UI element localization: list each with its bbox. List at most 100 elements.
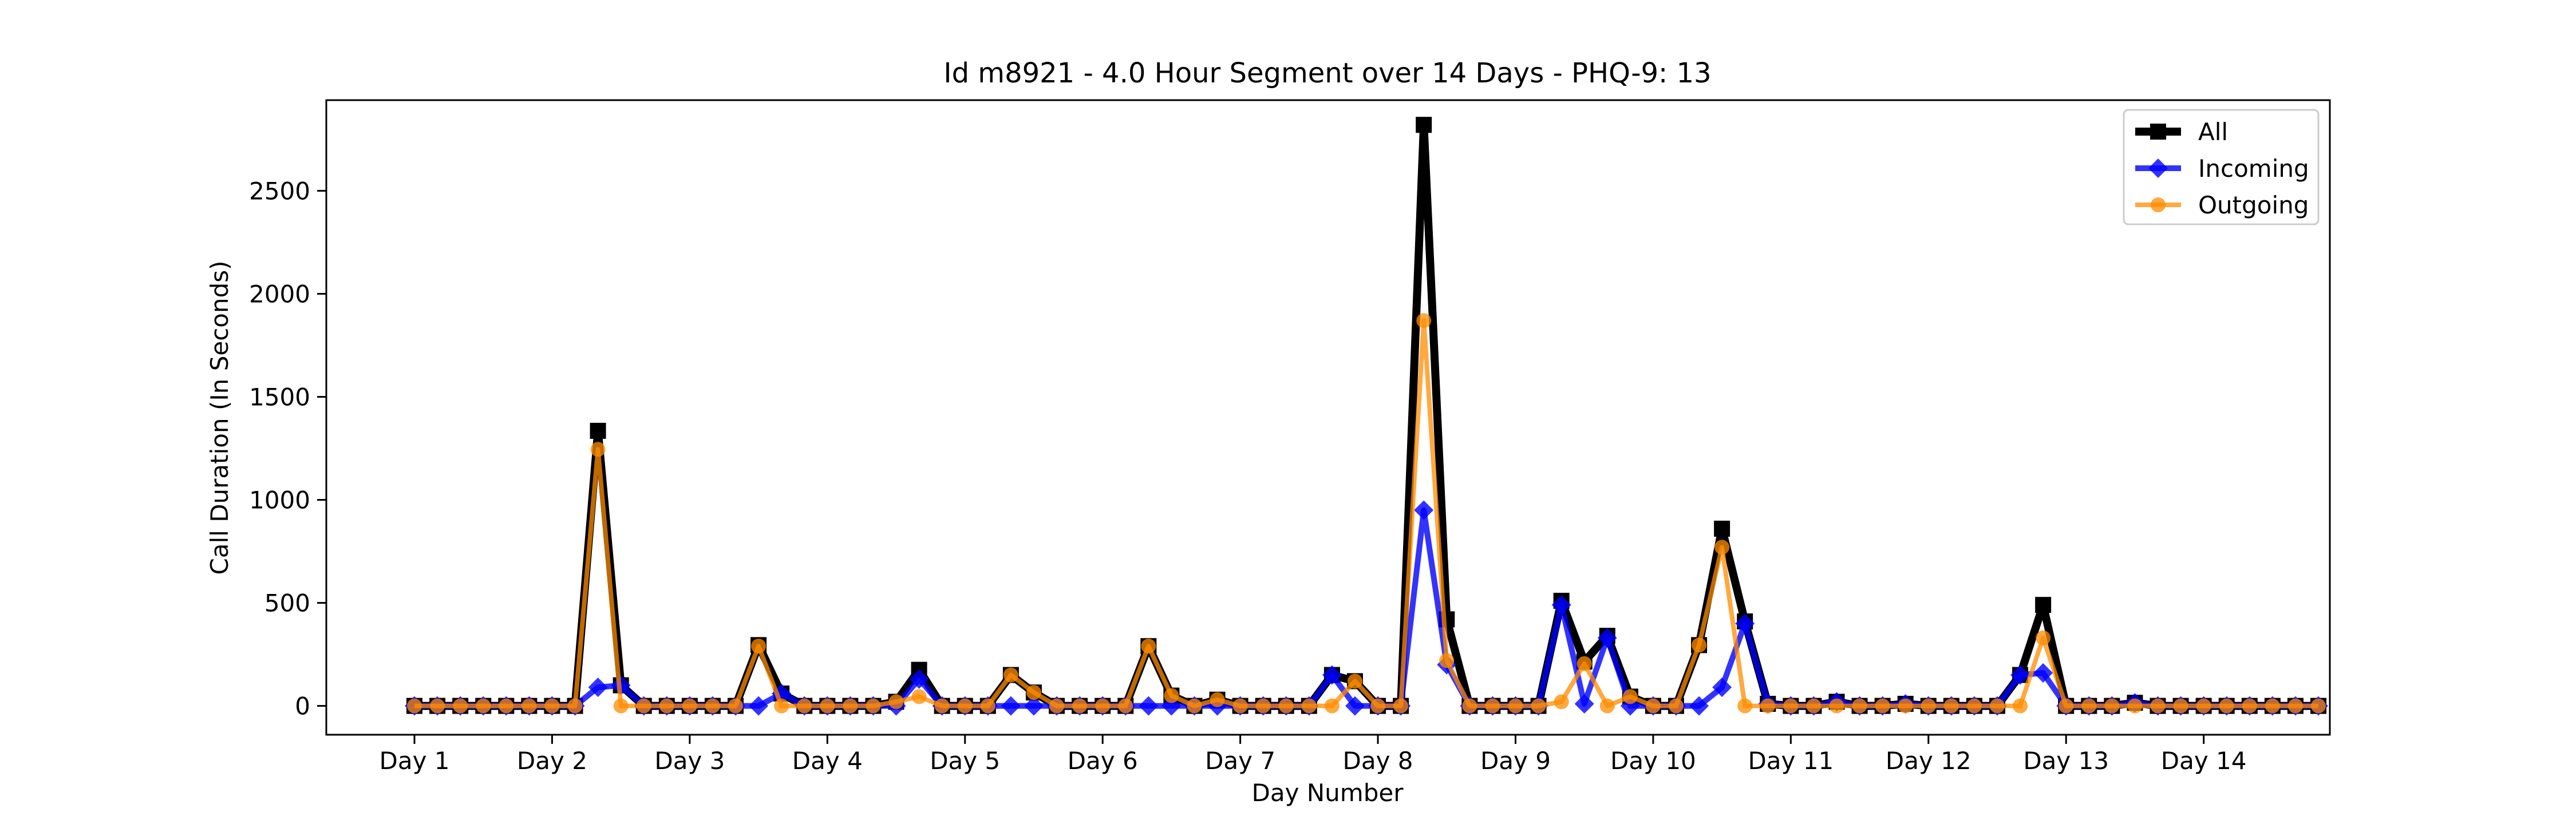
data-point xyxy=(1416,117,1432,133)
data-point xyxy=(476,698,491,714)
data-point xyxy=(682,698,697,714)
data-point xyxy=(1001,696,1021,716)
data-point xyxy=(1574,694,1594,714)
data-point xyxy=(1989,698,2005,714)
data-point xyxy=(1345,696,1365,716)
legend-box xyxy=(2123,109,2320,225)
data-point xyxy=(1278,698,1294,714)
legend-marker xyxy=(2150,124,2166,140)
x-tick-label: Day 8 xyxy=(1343,747,1413,775)
data-point xyxy=(2010,665,2030,685)
data-point xyxy=(866,698,881,714)
data-point xyxy=(1370,698,1386,714)
data-point xyxy=(934,698,950,714)
data-point xyxy=(2265,698,2280,714)
data-point xyxy=(1508,698,1523,714)
data-point xyxy=(1232,698,1248,714)
data-point xyxy=(1255,698,1271,714)
data-point xyxy=(2242,698,2257,714)
y-tick-label: 2000 xyxy=(249,280,310,308)
data-point xyxy=(909,669,929,689)
data-point xyxy=(2033,663,2053,683)
data-point xyxy=(1714,520,1730,537)
x-tick-label: Day 3 xyxy=(654,747,725,775)
legend-label: Outgoing xyxy=(2198,191,2309,219)
data-point xyxy=(2013,698,2028,714)
data-point xyxy=(1597,628,1617,648)
data-point xyxy=(430,698,445,714)
data-point xyxy=(1712,678,1732,698)
data-point xyxy=(2219,698,2234,714)
data-point xyxy=(499,698,514,714)
data-point xyxy=(843,698,858,714)
data-point xyxy=(2127,698,2143,714)
data-point xyxy=(2035,597,2052,613)
data-point xyxy=(1551,595,1571,615)
y-tick-label: 0 xyxy=(295,692,310,720)
data-point xyxy=(1187,698,1202,714)
data-point xyxy=(1072,698,1088,714)
data-point xyxy=(2287,698,2303,714)
data-point xyxy=(749,696,769,716)
plot-area xyxy=(325,99,2331,736)
legend-label: Incoming xyxy=(2198,154,2309,183)
data-point xyxy=(1414,500,1434,520)
data-point xyxy=(1118,698,1133,714)
y-axis: 0 500 1000 1500 2000 2500 xyxy=(249,177,326,720)
data-point xyxy=(2150,698,2166,714)
data-point xyxy=(820,698,835,714)
chart-title: Id m8921 - 4.0 Hour Segment over 14 Days… xyxy=(943,57,1711,89)
y-tick-label: 1000 xyxy=(249,486,310,514)
data-point xyxy=(1783,698,1799,714)
data-point xyxy=(1393,698,1409,714)
data-point xyxy=(2104,698,2120,714)
data-point xyxy=(1322,665,1342,685)
data-point xyxy=(453,698,468,714)
data-point xyxy=(728,698,744,714)
y-tick-label: 500 xyxy=(264,589,310,617)
x-tick-label: Day 4 xyxy=(792,747,863,775)
data-point xyxy=(1095,698,1111,714)
x-tick-label: Day 10 xyxy=(1610,747,1696,775)
data-point xyxy=(613,698,629,714)
data-point xyxy=(1943,698,1959,714)
data-point xyxy=(1439,653,1455,668)
data-point xyxy=(1852,698,1867,714)
data-point xyxy=(1622,689,1638,704)
data-point xyxy=(1554,694,1569,710)
data-point xyxy=(1049,698,1065,714)
data-point xyxy=(2081,698,2097,714)
data-point xyxy=(1668,698,1684,714)
x-tick-label: Day 14 xyxy=(2161,747,2247,775)
x-tick-label: Day 6 xyxy=(1068,747,1138,775)
data-point xyxy=(567,698,583,714)
data-point xyxy=(1921,698,1936,714)
data-point xyxy=(590,422,606,439)
legend-marker xyxy=(2151,197,2166,212)
data-point xyxy=(407,698,422,714)
data-point xyxy=(1760,698,1776,714)
data-point xyxy=(888,694,904,710)
data-point xyxy=(957,698,973,714)
data-point xyxy=(1024,696,1044,716)
data-point xyxy=(774,698,789,714)
x-tick-label: Day 1 xyxy=(379,747,449,775)
data-point xyxy=(2059,698,2074,714)
data-point xyxy=(1875,698,1890,714)
data-point xyxy=(659,698,674,714)
data-point xyxy=(1735,613,1755,633)
x-tick-label: Day 5 xyxy=(930,747,1000,775)
data-point xyxy=(911,689,927,704)
series-layer xyxy=(405,117,2328,716)
x-tick-label: Day 2 xyxy=(517,747,587,775)
data-point xyxy=(1737,698,1753,714)
x-axis: Day 1 Day 2 Day 3 Day 4 Day 5 Day 6 Day 7 Day 8… xyxy=(379,735,2247,775)
data-point xyxy=(2036,630,2051,645)
data-point xyxy=(1692,637,1707,653)
data-point xyxy=(1485,698,1500,714)
data-point xyxy=(2311,698,2326,714)
data-point xyxy=(751,639,767,654)
data-point xyxy=(521,698,537,714)
data-point xyxy=(1714,540,1730,555)
